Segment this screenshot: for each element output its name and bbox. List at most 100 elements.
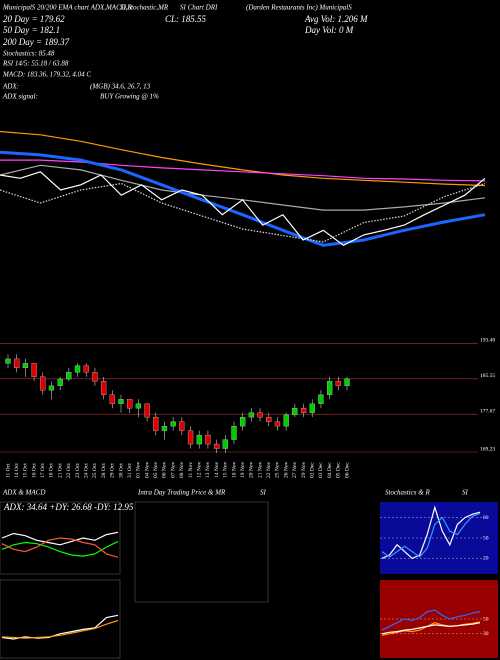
x-tick-label: 13 Nov — [205, 461, 211, 478]
candle-body — [153, 417, 159, 431]
x-tick-label: 03 Dec — [318, 462, 324, 478]
candle-body — [213, 443, 220, 449]
x-tick-label: 27 Nov — [292, 461, 298, 478]
candle-body — [92, 372, 98, 382]
x-tick-label: 19 Nov — [240, 461, 246, 478]
y-tick-label: 50 — [483, 535, 489, 541]
candle-body — [14, 358, 20, 369]
x-tick-label: 11 Nov — [188, 462, 194, 478]
x-tick-label: 16 Oct — [31, 463, 37, 478]
x-tick-label: 01 Nov — [136, 461, 142, 478]
panel-title: SI — [462, 489, 469, 497]
x-tick-label: 24 Oct — [83, 463, 89, 478]
x-tick-label: 05 Dec — [336, 462, 342, 478]
stat: 50 Day = 182.1 — [3, 25, 60, 35]
volume: Day Vol: 0 M — [304, 25, 354, 35]
series-line — [381, 505, 481, 560]
x-tick-label: 18 Oct — [49, 463, 55, 478]
y-tick-label: 177.67 — [480, 408, 495, 414]
stat: Stochastics: 85.48 — [3, 50, 55, 58]
x-tick-label: 08 Nov — [179, 461, 185, 478]
y-tick-label: 169.23 — [480, 446, 495, 452]
x-tick-label: 22 Nov — [266, 461, 272, 478]
candle-body — [274, 421, 281, 427]
candle-body — [326, 381, 333, 395]
x-tick-label: 14 Oct — [14, 463, 20, 478]
candle-body — [344, 378, 350, 386]
y-tick-label: 30 — [483, 631, 489, 637]
rsi-panel — [380, 580, 498, 658]
panel-title: Intra Day Trading Price & MR — [137, 489, 226, 497]
series-line — [381, 609, 481, 631]
x-tick-label: 14 Nov — [214, 461, 220, 478]
x-tick-label: 17 Oct — [40, 463, 46, 478]
candle-body — [292, 408, 298, 416]
x-tick-label: 22 Oct — [66, 463, 72, 478]
candle-body — [257, 412, 263, 418]
stat: RSI 14/5: 55.18 / 63.88 — [2, 60, 69, 68]
x-tick-label: 18 Nov — [231, 461, 237, 478]
candle-body — [266, 417, 272, 422]
title: SI Chart DRI — [180, 4, 218, 12]
candle-body — [118, 399, 124, 404]
stat: (MGB) 34.6, 26.7, 13 — [90, 83, 151, 91]
series-line — [0, 171, 486, 247]
candle-body — [109, 394, 115, 404]
x-tick-label: 12 Nov — [196, 461, 202, 478]
candle-body — [187, 430, 194, 445]
stat: 20 Day = 179.62 — [3, 14, 65, 24]
volume: Avg Vol: 1.206 M — [304, 14, 368, 24]
candle-body — [31, 363, 37, 377]
stat: 200 Day = 189.37 — [3, 37, 70, 47]
candle-body — [100, 381, 107, 395]
candle-body — [40, 376, 46, 391]
series-line — [1, 540, 119, 557]
candle-body — [127, 399, 133, 409]
candle-body — [300, 408, 307, 413]
series-line — [0, 150, 486, 247]
series-line — [1, 619, 119, 639]
candle-body — [205, 434, 211, 445]
stat: BUY Growing @ 1% — [100, 93, 159, 101]
x-tick-label: 02 Dec — [309, 462, 315, 478]
title: (Darden Restaurants Inc) MunicipalS — [246, 4, 352, 12]
candle-body — [222, 439, 228, 449]
x-tick-label: 04 Dec — [327, 462, 333, 478]
candle-body — [335, 381, 341, 386]
title: MunicipalS 20/200 EMA chart ADX,MACD,R — [2, 4, 133, 12]
x-tick-label: 15 Oct — [23, 463, 29, 478]
adx-values: ADX: 34.64 +DY: 26.68 -DY: 12.95 — [3, 502, 134, 512]
series-line — [0, 159, 486, 182]
x-tick-label: 21 Oct — [57, 463, 63, 478]
candle-body — [83, 365, 89, 373]
stat: ADX: — [2, 83, 19, 91]
candle-body — [5, 358, 11, 364]
x-tick-label: 26 Nov — [283, 461, 289, 478]
candle-body — [66, 372, 72, 380]
x-tick-label: 31 Oct — [127, 463, 133, 478]
candle-body — [57, 378, 63, 386]
x-tick-label: 25 Nov — [275, 461, 281, 478]
candle-body — [74, 365, 81, 373]
series-line — [0, 182, 486, 243]
panel-title: Stochastics & R — [385, 489, 430, 497]
candle-body — [283, 414, 289, 427]
series-line — [1, 531, 119, 546]
candle-body — [161, 425, 168, 431]
candle-body — [231, 425, 237, 440]
x-tick-label: 06 Nov — [162, 461, 168, 478]
x-tick-label: 30 Oct — [118, 463, 124, 478]
x-tick-label: 29 Nov — [301, 461, 307, 478]
candle-body — [309, 403, 315, 413]
x-tick-label: 05 Nov — [153, 461, 159, 478]
stat: MACD: 183.36, 179.32, 4.04 C — [2, 71, 91, 79]
panel-title: SI — [260, 489, 267, 497]
x-tick-label: 15 Nov — [223, 461, 229, 478]
x-tick-label: 04 Nov — [144, 461, 150, 478]
macd-panel — [0, 579, 121, 659]
series-line — [381, 622, 481, 635]
x-tick-label: 06 Dec — [344, 462, 350, 478]
candle-body — [170, 421, 176, 427]
x-tick-label: 21 Nov — [257, 461, 263, 478]
